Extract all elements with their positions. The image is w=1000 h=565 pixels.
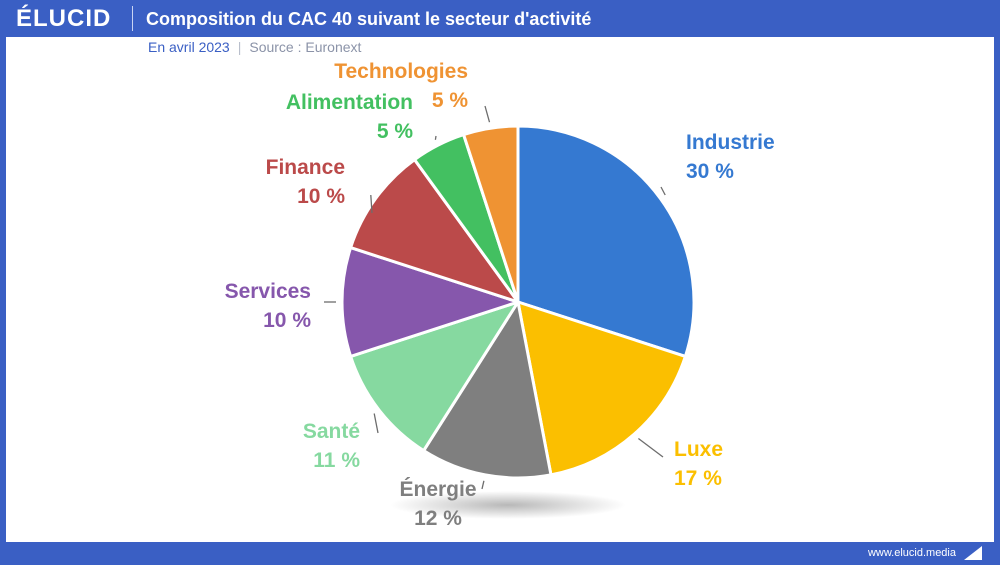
subtitle-separator: | — [237, 39, 242, 55]
pie-slice-luxe — [516, 300, 687, 477]
footer-url[interactable]: www.elucid.media — [867, 547, 956, 559]
leader-line-sante — [373, 413, 379, 434]
slice-value-technologies: 5 % — [432, 89, 469, 112]
slice-label-sante: Santé — [303, 420, 360, 443]
slice-value-industrie: 30 % — [686, 160, 734, 183]
chart-subtitle: En avril 2023 | Source : Euronext — [148, 39, 361, 55]
leader-line-industrie — [660, 186, 666, 196]
leader-line-technologies — [484, 105, 491, 123]
slice-label-alimentation: Alimentation — [286, 91, 413, 114]
slice-value-luxe: 17 % — [674, 467, 722, 490]
elucid-logo: ÉLUCID — [16, 5, 112, 32]
slice-value-services: 10 % — [263, 309, 311, 332]
pie-slice-services — [340, 246, 520, 358]
subtitle-source: Source : Euronext — [249, 39, 362, 55]
subtitle-date: En avril 2023 — [148, 39, 230, 55]
slice-label-energie: Énergie — [399, 478, 476, 501]
slice-value-alimentation: 5 % — [377, 120, 414, 143]
leader-line-alimentation — [434, 135, 437, 140]
leader-line-energie — [481, 480, 485, 490]
leader-line-luxe — [638, 437, 664, 458]
slice-label-industrie: Industrie — [686, 131, 775, 154]
pie-slice-energie — [422, 300, 553, 480]
pie-chart: Industrie 30 % Luxe 17 % Énergie 12 % Santé 11 … — [225, 60, 775, 530]
slice-label-luxe: Luxe — [674, 438, 723, 461]
pie-slice-industrie — [516, 124, 696, 358]
elucid-mark-icon — [964, 546, 982, 560]
leader-line-finance — [370, 194, 373, 214]
chart-panel: En avril 2023 | Source : Euronext Industri… — [6, 37, 994, 542]
footer-bar: www.elucid.media — [0, 542, 1000, 565]
pie-shadow — [390, 491, 626, 519]
pie-slice-sante — [349, 300, 520, 453]
slice-label-technologies: Technologies — [334, 60, 468, 83]
slice-value-energie: 12 % — [414, 507, 462, 530]
slice-value-finance: 10 % — [297, 185, 345, 208]
page-title: Composition du CAC 40 suivant le secteur… — [146, 9, 592, 29]
logo-divider — [132, 6, 133, 31]
pie-slice-finance — [349, 158, 520, 304]
slice-value-sante: 11 % — [313, 449, 360, 472]
pie-slice-technologies — [462, 124, 520, 304]
slice-label-services: Services — [225, 280, 311, 303]
slice-label-finance: Finance — [266, 156, 345, 179]
header-bar: ÉLUCID Composition du CAC 40 suivant le … — [0, 0, 1000, 37]
